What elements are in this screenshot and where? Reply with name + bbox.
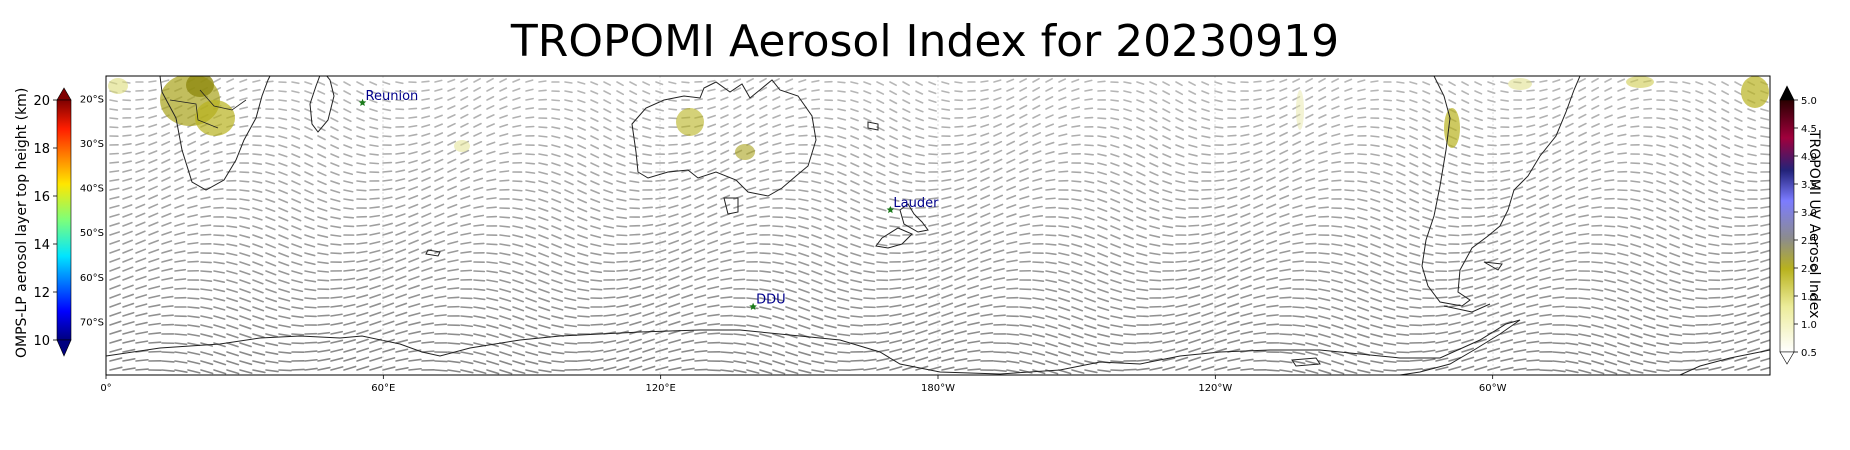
left-colorbar-tick: 18	[33, 142, 50, 157]
left-colorbar-tick: 16	[33, 190, 50, 205]
longitude-label: 120°E	[645, 383, 675, 394]
coastlines	[106, 76, 1770, 375]
map-panel: Reunion Lauder DDU	[106, 76, 1770, 375]
longitude-label: 0°	[100, 383, 111, 394]
right-colorbar-tick: 1.0	[1801, 320, 1817, 331]
right-colorbar-tick: 1.5	[1801, 292, 1817, 303]
right-colorbar-tick: 3.0	[1801, 208, 1817, 219]
aerosol-index-patches	[108, 76, 1769, 160]
station-star-icon	[749, 302, 757, 310]
wind-vectors	[109, 77, 1770, 375]
latitude-label: 20°S	[80, 94, 104, 105]
right-colorbar-tick: 2.5	[1801, 236, 1817, 247]
station-label: DDU	[756, 293, 786, 308]
station-star-icon	[886, 205, 895, 214]
longitude-label: 60°W	[1479, 383, 1507, 394]
right-colorbar-tick: 4.5	[1801, 124, 1817, 135]
right-colorbar-label: TROPOMI UV Aerosol Index	[1806, 130, 1822, 319]
left-colorbar-label: OMPS-LP aerosol layer top height (km)	[14, 87, 30, 358]
latitude-label: 50°S	[80, 228, 104, 239]
left-colorbar: 10 12 14 16 18 20	[33, 87, 72, 357]
station-markers: Reunion Lauder DDU	[358, 89, 939, 310]
left-colorbar-tick: 20	[33, 94, 50, 109]
right-colorbar-tick: 0.5	[1801, 348, 1817, 359]
station-label: Reunion	[366, 89, 419, 104]
latitude-label: 70°S	[80, 317, 104, 328]
longitude-label: 180°W	[921, 383, 955, 394]
right-colorbar: 0.5 1.0 1.5 2.0 2.5 3.0 3.5 4.0 4.5 5.0	[1779, 85, 1817, 365]
left-colorbar-tick: 14	[33, 238, 50, 253]
latitude-labels: 20°S 30°S 40°S 50°S 60°S 70°S	[80, 94, 104, 328]
right-colorbar-tick: 4.0	[1801, 152, 1817, 163]
right-colorbar-tick: 5.0	[1801, 96, 1817, 107]
station-star-icon	[358, 98, 367, 106]
latitude-label: 30°S	[80, 139, 104, 150]
page-title: TROPOMI Aerosol Index for 20230919	[510, 16, 1340, 67]
right-colorbar-tick: 2.0	[1801, 264, 1817, 275]
longitude-labels: 0° 60°E 120°E 180°W 120°W 60°W	[100, 375, 1507, 394]
graticule	[382, 76, 1494, 375]
station-label: Lauder	[893, 196, 939, 211]
latitude-label: 60°S	[80, 273, 104, 284]
right-colorbar-tick: 3.5	[1801, 180, 1817, 191]
longitude-label: 120°W	[1198, 383, 1232, 394]
longitude-label: 60°E	[371, 383, 395, 394]
latitude-label: 40°S	[80, 184, 104, 195]
left-colorbar-tick: 12	[33, 286, 50, 301]
left-colorbar-tick: 10	[33, 334, 50, 349]
